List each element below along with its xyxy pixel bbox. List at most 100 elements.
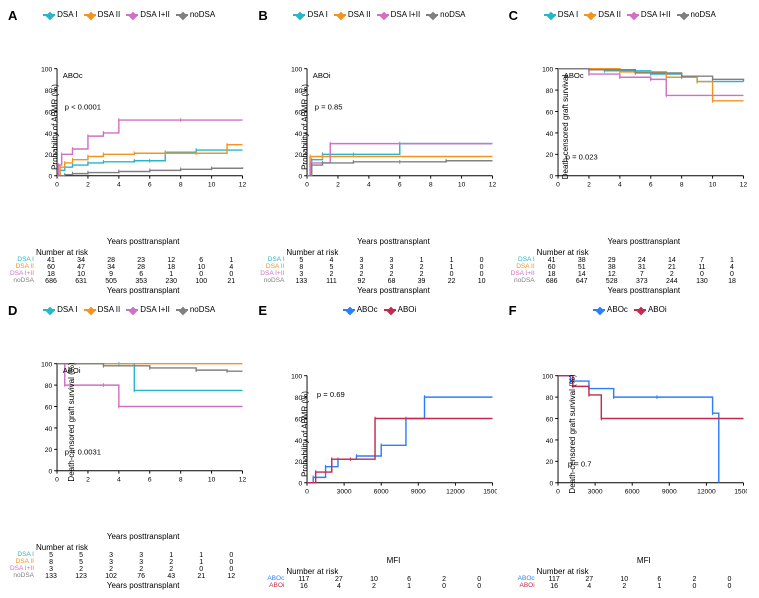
risk-cell: 0 <box>462 583 497 590</box>
legend: DSA IDSA IIDSA I+IInoDSA <box>8 305 250 314</box>
risk-x-axis-label: Years posttransplant <box>537 286 751 295</box>
legend-label: ABOi <box>398 305 417 314</box>
legend-label: ABOi <box>648 305 667 314</box>
risk-row-DSA_I_II: DSA I+II3222200 <box>258 271 500 278</box>
svg-text:8: 8 <box>679 181 683 188</box>
risk-cell: 8 <box>36 559 66 566</box>
risk-table-title: Number at risk <box>537 248 751 257</box>
risk-cell: 505 <box>96 278 126 285</box>
legend: DSA IDSA IIDSA I+IInoDSA <box>258 10 500 19</box>
risk-cell: 1 <box>186 559 216 566</box>
risk-cell: 3 <box>376 257 406 264</box>
risk-cell: 353 <box>126 278 156 285</box>
risk-cell: 4 <box>321 583 356 590</box>
legend: DSA IDSA IIDSA I+IInoDSA <box>8 10 250 19</box>
risk-row-DSA_II: DSA II6047342818104 <box>8 264 250 271</box>
risk-table-title: Number at risk <box>36 248 250 257</box>
svg-text:10: 10 <box>208 181 216 188</box>
risk-cell: 117 <box>537 576 572 583</box>
risk-table: ABOc1172710620ABOi1642100 <box>509 576 751 590</box>
risk-x-axis-label: Years posttransplant <box>36 286 250 295</box>
x-axis-label: Years posttransplant <box>36 532 250 541</box>
risk-cell: 102 <box>96 573 126 580</box>
risk-cell: 16 <box>537 583 572 590</box>
risk-table: DSA I5533110DSA II8533210DSA I+II3222200… <box>8 552 250 580</box>
legend-swatch-icon <box>126 14 138 16</box>
legend-label: noDSA <box>190 305 215 314</box>
panel-letter: D <box>8 303 17 318</box>
svg-text:12: 12 <box>239 476 247 483</box>
legend-item-ABOi: ABOi <box>634 305 667 314</box>
risk-cell: 1 <box>407 257 437 264</box>
svg-text:0: 0 <box>305 488 309 495</box>
risk-row-values: 5533110 <box>36 552 250 559</box>
legend-item-DSA_I_II: DSA I+II <box>377 10 421 19</box>
legend-swatch-icon <box>293 14 305 16</box>
svg-text:60: 60 <box>45 404 53 411</box>
legend-item-noDSA: noDSA <box>677 10 716 19</box>
risk-cell: 1 <box>156 552 186 559</box>
risk-cell: 41 <box>36 257 66 264</box>
svg-text:2: 2 <box>86 476 90 483</box>
risk-cell: 8 <box>286 264 316 271</box>
risk-row-values: 8533210 <box>286 264 500 271</box>
svg-text:9000: 9000 <box>662 488 677 495</box>
risk-cell: 528 <box>597 278 627 285</box>
risk-cell: 117 <box>286 576 321 583</box>
risk-cell: 14 <box>657 257 687 264</box>
risk-cell: 0 <box>437 271 467 278</box>
risk-row-ABOi: ABOi1642100 <box>258 583 500 590</box>
svg-text:15000: 15000 <box>734 488 747 495</box>
svg-text:100: 100 <box>41 362 52 369</box>
chart-area: 020406080100024681012ABOip = 0.0031Death… <box>36 315 246 529</box>
risk-cell: 1 <box>186 552 216 559</box>
risk-cell: 0 <box>462 576 497 583</box>
panel-A: ADSA IDSA IIDSA I+IInoDSA020406080100024… <box>8 8 250 295</box>
legend-swatch-icon <box>84 14 96 16</box>
risk-table: DSA I413829241471DSA II6051383121114DSA … <box>509 257 751 285</box>
risk-cell: 2 <box>376 271 406 278</box>
svg-text:100: 100 <box>291 374 302 381</box>
risk-row-DSA_I_II: DSA I+II181096100 <box>8 271 250 278</box>
svg-text:4: 4 <box>117 181 121 188</box>
risk-table: DSA I413428231261DSA II6047342818104DSA … <box>8 257 250 285</box>
svg-text:100: 100 <box>542 67 553 74</box>
legend-swatch-icon <box>677 14 689 16</box>
risk-cell: 21 <box>186 573 216 580</box>
risk-cell: 230 <box>156 278 186 285</box>
legend-item-ABOc: ABOc <box>343 305 378 314</box>
chart-area: 020406080100024681012ABOip = 0.85Probabi… <box>286 20 496 234</box>
risk-row-values: 1172710620 <box>286 576 500 583</box>
risk-cell: 3 <box>376 264 406 271</box>
risk-cell: 2 <box>66 566 96 573</box>
y-axis-label: Probability of ABMR (%) <box>301 391 310 477</box>
svg-text:20: 20 <box>45 447 53 454</box>
svg-text:6: 6 <box>398 181 402 188</box>
svg-text:6000: 6000 <box>374 488 389 495</box>
risk-cell: 3 <box>96 559 126 566</box>
risk-cell: 0 <box>712 576 747 583</box>
risk-cell: 111 <box>316 278 346 285</box>
legend-item-DSA_I_II: DSA I+II <box>126 10 170 19</box>
risk-cell: 2 <box>607 583 642 590</box>
legend-swatch-icon <box>593 309 605 311</box>
risk-row-ABOc: ABOc1172710620 <box>258 576 500 583</box>
risk-row-DSA_II: DSA II6051383121114 <box>509 264 751 271</box>
svg-text:0: 0 <box>55 476 59 483</box>
svg-text:4: 4 <box>367 181 371 188</box>
risk-cell: 244 <box>657 278 687 285</box>
risk-x-axis-label: Years posttransplant <box>286 286 500 295</box>
risk-cell: 24 <box>627 257 657 264</box>
svg-text:p = 0.85: p = 0.85 <box>315 102 343 111</box>
svg-text:12: 12 <box>489 181 497 188</box>
risk-cell: 18 <box>36 271 66 278</box>
risk-cell: 5 <box>36 552 66 559</box>
risk-cell: 2 <box>356 583 391 590</box>
risk-cell: 16 <box>286 583 321 590</box>
legend-label: DSA I+II <box>391 10 421 19</box>
svg-text:2: 2 <box>86 181 90 188</box>
risk-cell: 6 <box>642 576 677 583</box>
risk-cell: 29 <box>597 257 627 264</box>
legend-label: noDSA <box>190 10 215 19</box>
legend-item-noDSA: noDSA <box>426 10 465 19</box>
